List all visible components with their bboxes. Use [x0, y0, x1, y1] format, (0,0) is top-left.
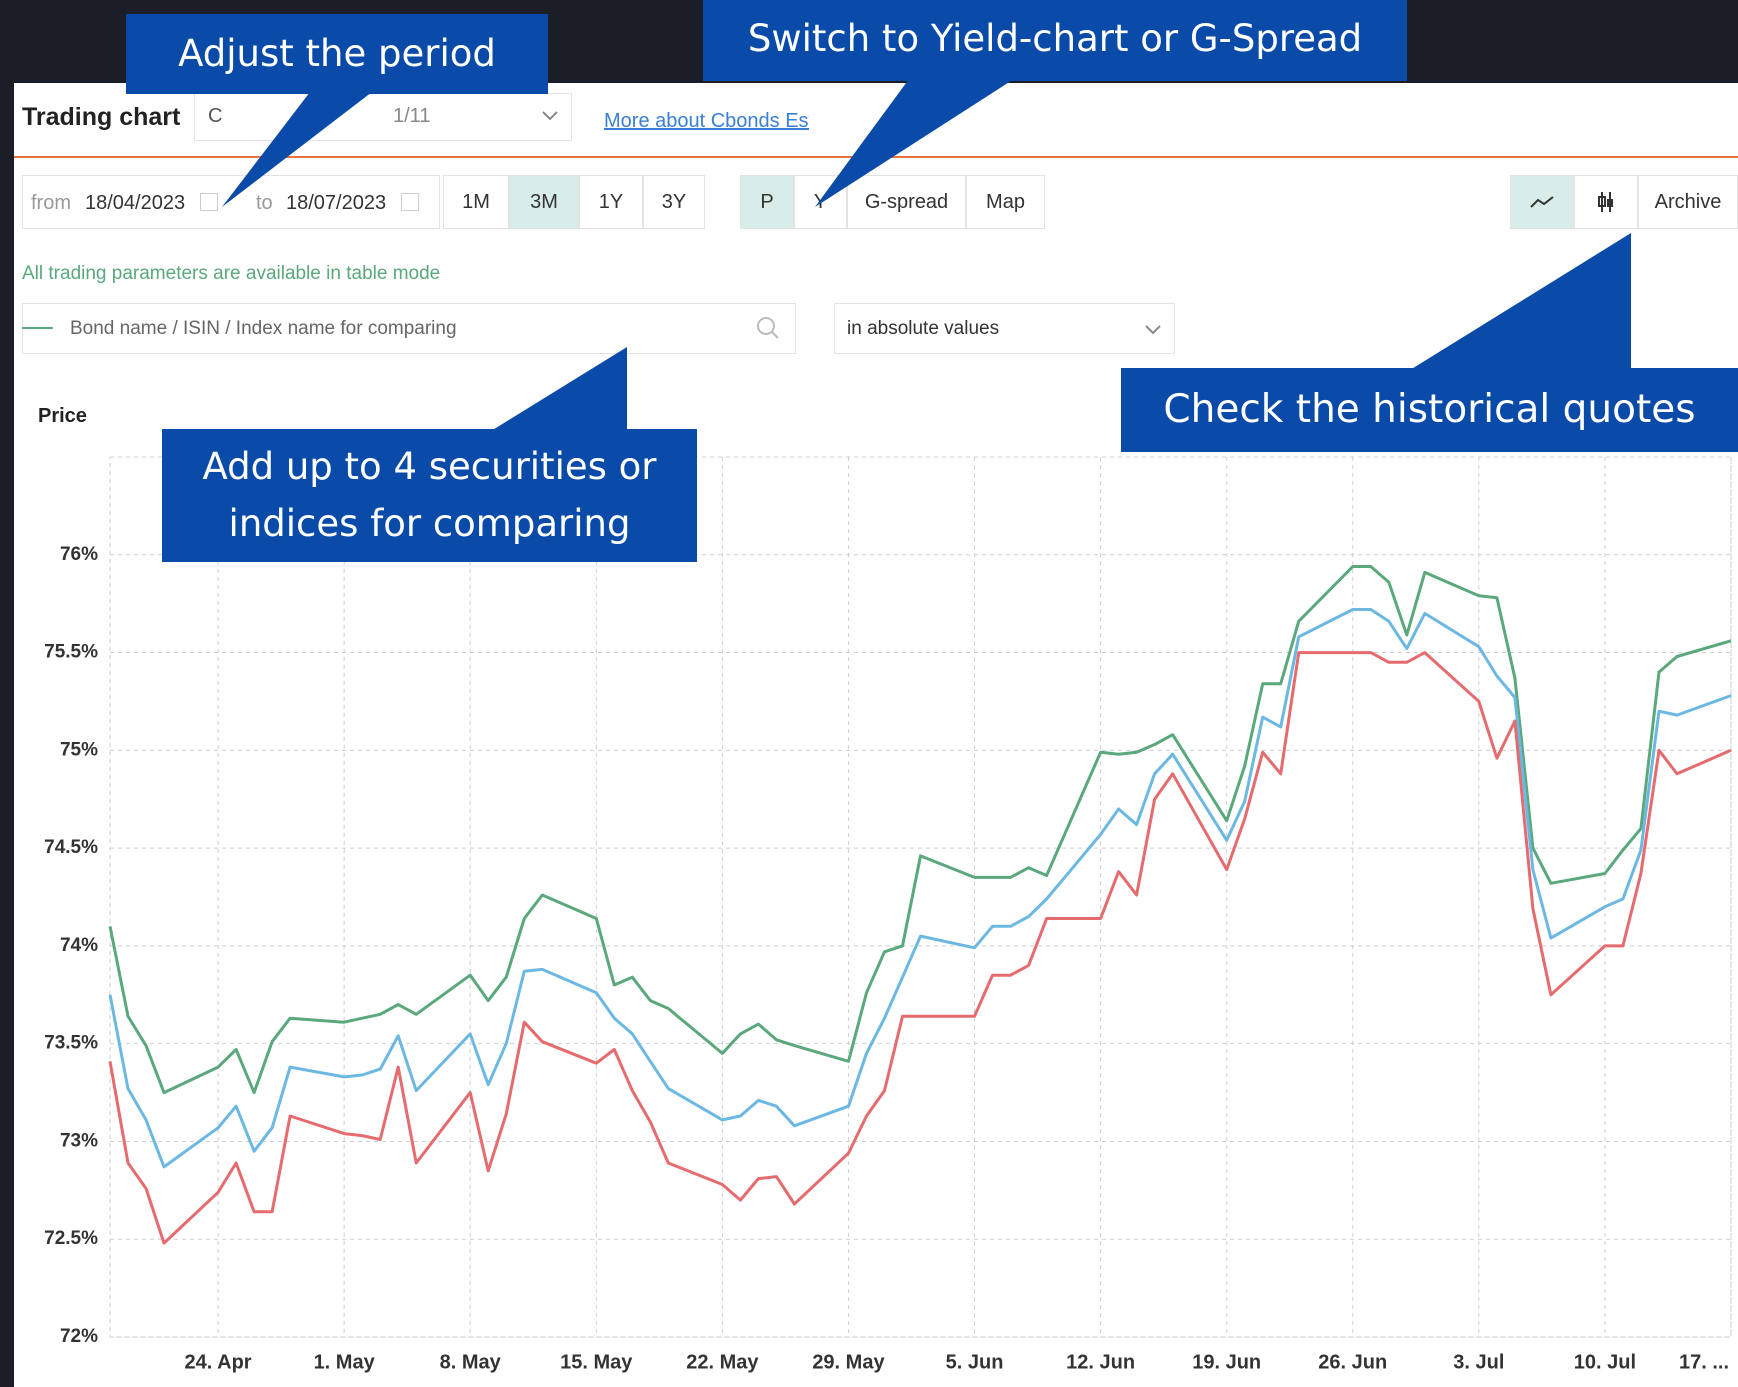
series-line: [108, 608, 1732, 1169]
x-tick-label: 1. May: [314, 1351, 376, 1373]
series-line: [108, 651, 1732, 1245]
dropdown-text: 1/11: [393, 105, 431, 127]
x-tick-label: 3. Jul: [1453, 1351, 1504, 1373]
x-tick-label: 15. May: [560, 1351, 633, 1373]
link[interactable]: More about Cbonds Est: [604, 110, 809, 132]
candle-view-button[interactable]: [1574, 175, 1638, 229]
y-tick-label: 73.5%: [44, 1033, 98, 1054]
compare-mode-select[interactable]: [834, 303, 1175, 354]
from-label: from: [31, 192, 71, 214]
to-label: to: [256, 192, 273, 214]
x-tick-label: 24. Apr: [185, 1351, 252, 1373]
search-placeholder: Bond name / ISIN / Index name for compar…: [70, 318, 457, 339]
callout-pointer: [815, 79, 1014, 207]
x-tick-label: 17. ...: [1679, 1351, 1729, 1373]
y-tick-label: 73%: [60, 1130, 98, 1151]
select-value: in absolute values: [847, 318, 1000, 339]
legend-dash: [22, 327, 53, 329]
calendar-icon[interactable]: [401, 193, 419, 211]
y-axis-title: Price: [38, 405, 87, 427]
y-tick-label: 76%: [60, 544, 98, 565]
callout: Adjust the period: [126, 14, 548, 94]
x-tick-label: 22. May: [686, 1351, 759, 1373]
series-line: [108, 565, 1732, 1095]
callout-text: Adjust the period: [178, 32, 496, 75]
x-tick-label: 26. Jun: [1318, 1351, 1387, 1373]
period-button[interactable]: 1M: [443, 175, 509, 229]
callout: Check the historical quotes: [1121, 368, 1738, 452]
search-icon[interactable]: [755, 315, 781, 341]
y-tick-label: 75.5%: [44, 642, 98, 663]
mode-button[interactable]: G-spread: [847, 175, 966, 229]
x-tick-label: 10. Jul: [1574, 1351, 1636, 1373]
callout-pointer: [222, 92, 372, 207]
mode-button[interactable]: P: [740, 175, 794, 229]
search-input[interactable]: [22, 303, 796, 354]
dropdown-text: C: [208, 105, 223, 127]
chevron: [542, 111, 558, 121]
line-view-button[interactable]: [1510, 175, 1574, 229]
x-tick-label: 5. Jun: [946, 1351, 1004, 1373]
date-range[interactable]: [22, 175, 440, 229]
panel: [14, 83, 1738, 1387]
callout-pointer: [1410, 233, 1631, 370]
callout: Switch to Yield-chart or G-Spread: [703, 0, 1407, 81]
period-button[interactable]: 1Y: [579, 175, 643, 229]
y-tick-label: 72.5%: [44, 1228, 98, 1249]
header: Trading chart: [22, 103, 181, 131]
mode-button[interactable]: Map: [966, 175, 1045, 229]
callout-pointer: [491, 347, 627, 431]
security-dropdown[interactable]: [194, 93, 572, 141]
y-tick-label: 74%: [60, 935, 98, 956]
callout-text: Switch to Yield-chart or G-Spread: [747, 17, 1363, 60]
callout: Add up to 4 securities or indices for com…: [162, 429, 697, 562]
to-date[interactable]: 18/07/2023: [286, 192, 387, 214]
x-tick-label: 12. Jun: [1066, 1351, 1135, 1373]
callout-text: Add up to 4 securities or: [202, 445, 657, 488]
chevron: [1145, 325, 1161, 335]
x-tick-label: 8. May: [440, 1351, 502, 1373]
note: All trading parameters are available in …: [22, 263, 441, 284]
y-tick-label: 72%: [60, 1326, 98, 1347]
x-tick-label: 19. Jun: [1192, 1351, 1261, 1373]
callout-text: indices for comparing: [228, 502, 631, 545]
archive-button[interactable]: Archive: [1638, 175, 1738, 229]
calendar-icon[interactable]: [200, 193, 218, 211]
y-tick-label: 75%: [60, 739, 98, 760]
x-tick-label: 29. May: [812, 1351, 885, 1373]
plot-frame: [109, 456, 1732, 1338]
period-button[interactable]: 3M: [509, 175, 579, 229]
from-date[interactable]: 18/04/2023: [85, 192, 186, 214]
callout-text: Check the historical quotes: [1163, 387, 1696, 432]
period-button[interactable]: 3Y: [643, 175, 705, 229]
y-tick-label: 74.5%: [44, 837, 98, 858]
